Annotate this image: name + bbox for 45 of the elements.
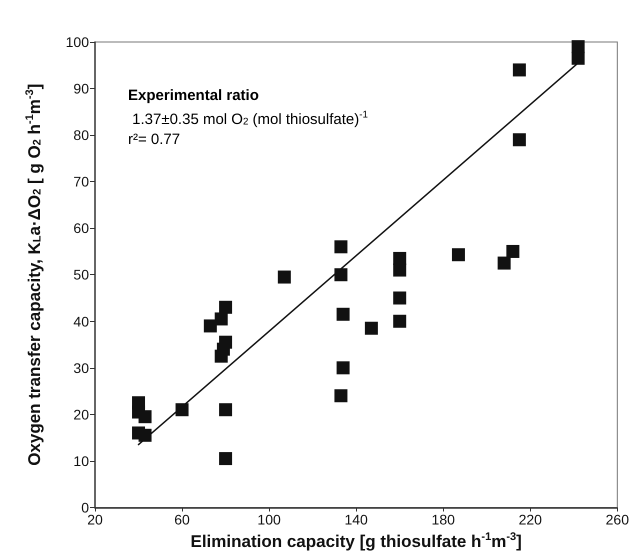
x-tick-label: 220: [518, 511, 542, 528]
y-tick-label: 0: [81, 499, 90, 516]
point: [334, 268, 348, 282]
x-tick-label: 20: [87, 511, 103, 528]
y-tick-label: 80: [73, 127, 90, 144]
point: [219, 452, 232, 466]
x-tick-label: 140: [344, 511, 368, 528]
point: [334, 389, 348, 402]
point: [572, 52, 585, 65]
point: [364, 322, 378, 335]
point: [572, 40, 585, 54]
point: [512, 63, 526, 76]
point: [393, 291, 406, 304]
point: [498, 256, 511, 270]
y-tick-label: 90: [73, 80, 90, 97]
point: [506, 244, 520, 258]
annotation: Experimental ratio: [128, 87, 259, 104]
y-tick-label: 60: [73, 220, 90, 236]
point: [336, 308, 350, 321]
y-tick-label: 10: [73, 452, 90, 469]
point: [204, 319, 217, 332]
point: [138, 410, 152, 424]
point: [219, 300, 232, 314]
point: [214, 350, 228, 363]
annotation: r²= 0.77: [128, 131, 180, 148]
point: [219, 403, 232, 416]
y-tick-label: 20: [73, 406, 90, 422]
y-tick-label: 50: [73, 266, 90, 283]
point: [452, 248, 465, 262]
x-tick-label: 60: [174, 511, 190, 528]
y-tick-label: 70: [73, 174, 90, 190]
x-tick-label: 180: [432, 511, 456, 528]
point: [512, 133, 526, 146]
y-tick-label: 100: [66, 34, 90, 50]
point: [393, 264, 406, 277]
point: [393, 314, 406, 328]
point: [336, 361, 350, 374]
y-tick-label: 40: [73, 313, 90, 330]
point: [334, 240, 348, 254]
y-tick-label: 30: [73, 360, 90, 376]
x-tick-label: 260: [606, 511, 630, 528]
text: Oxygen transfer capacity, KLa·ΔO2 [ g O2 h-1m-3]: [24, 84, 44, 466]
point: [214, 312, 228, 326]
point: [278, 270, 291, 284]
x-tick-label: 100: [257, 511, 281, 528]
